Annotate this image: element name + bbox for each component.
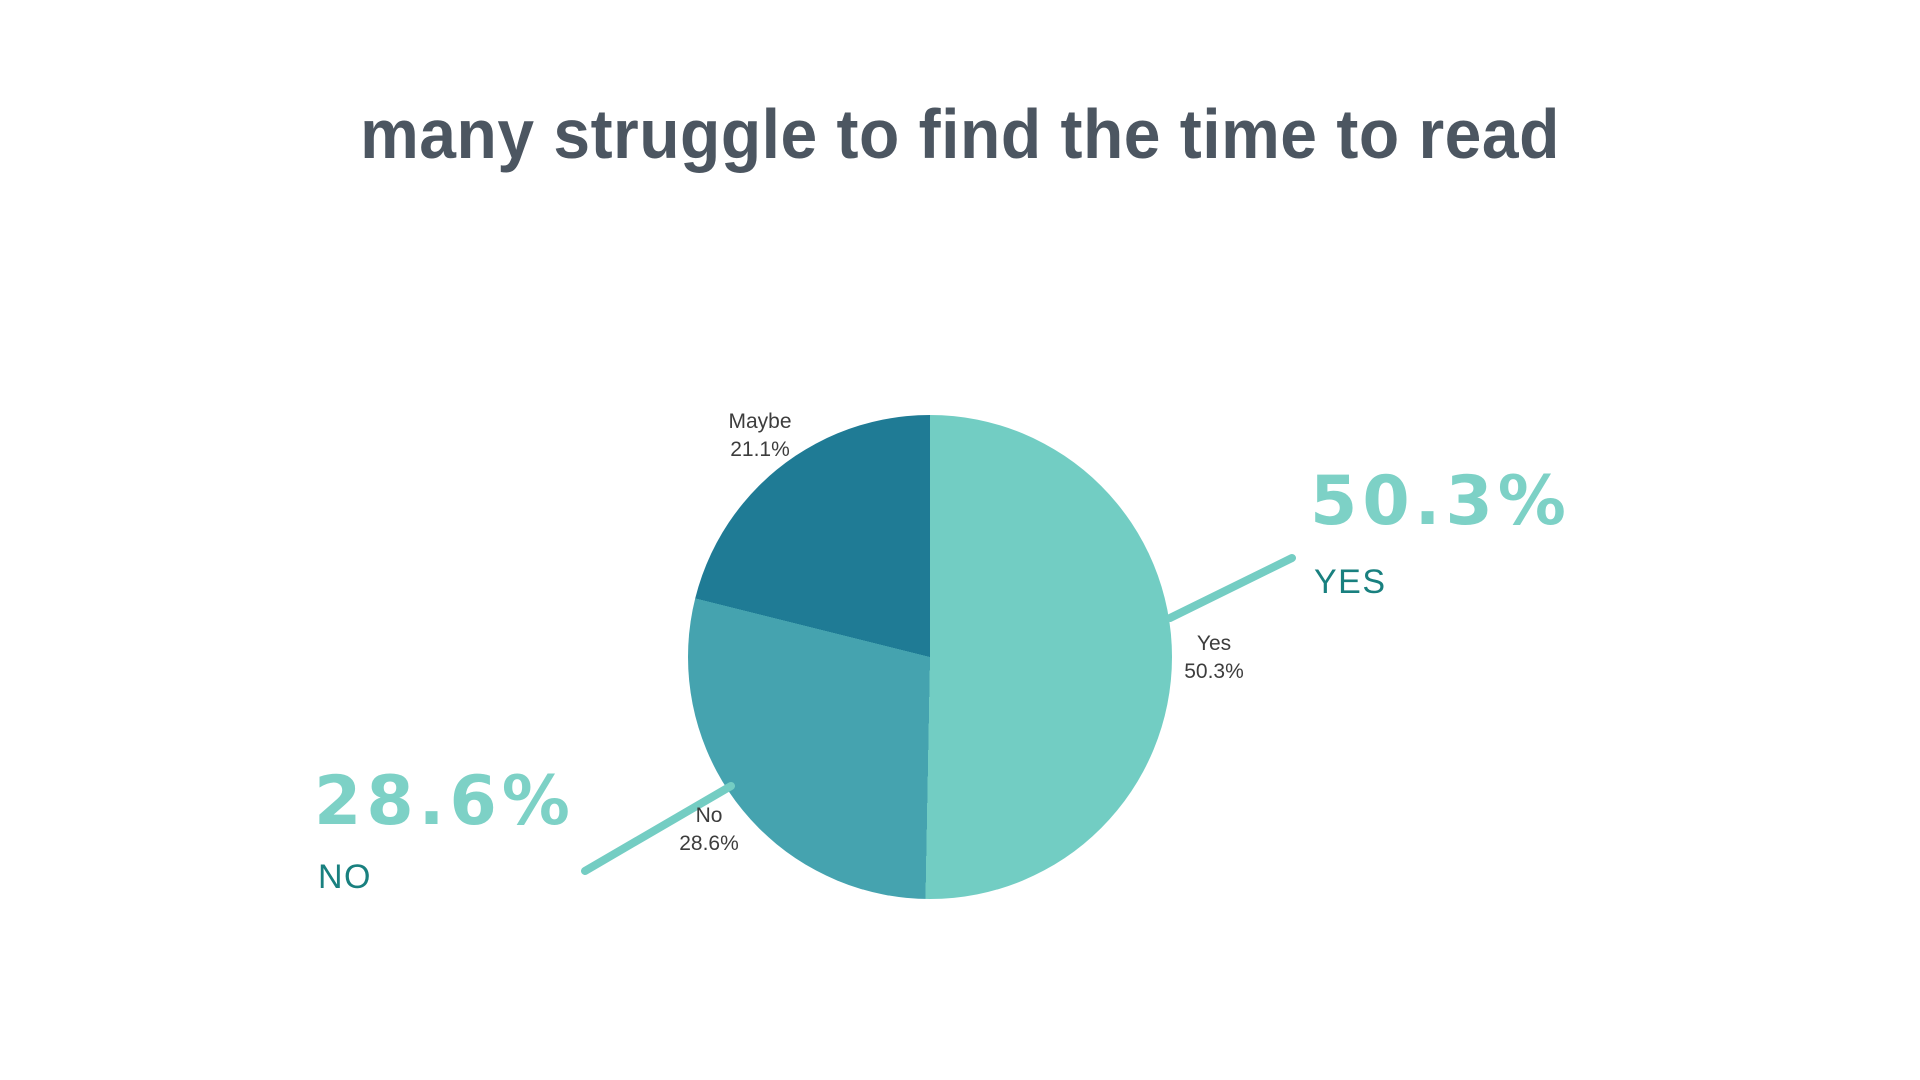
leader-line-yes — [1166, 554, 1296, 622]
data-label-maybe: Maybe 21.1% — [680, 408, 840, 464]
data-label-maybe-name: Maybe — [728, 410, 792, 433]
data-label-yes-percent: 50.3% — [1184, 660, 1244, 683]
data-label-no: No 28.6% — [629, 802, 789, 858]
callout-no-percent: 28.6% — [314, 762, 575, 841]
callout-yes-percent: 50.3% — [1310, 462, 1571, 541]
page-title: many struggle to find the time to read — [360, 95, 1560, 173]
data-label-yes-name: Yes — [1196, 632, 1232, 655]
callout-yes-word: YES — [1314, 563, 1387, 601]
callout-no-word: NO — [318, 858, 372, 896]
data-label-yes: Yes 50.3% — [1134, 630, 1294, 686]
data-label-no-percent: 28.6% — [679, 832, 739, 855]
data-label-no-name: No — [695, 804, 723, 827]
pie-chart — [688, 415, 1172, 899]
data-label-maybe-percent: 21.1% — [730, 438, 790, 461]
